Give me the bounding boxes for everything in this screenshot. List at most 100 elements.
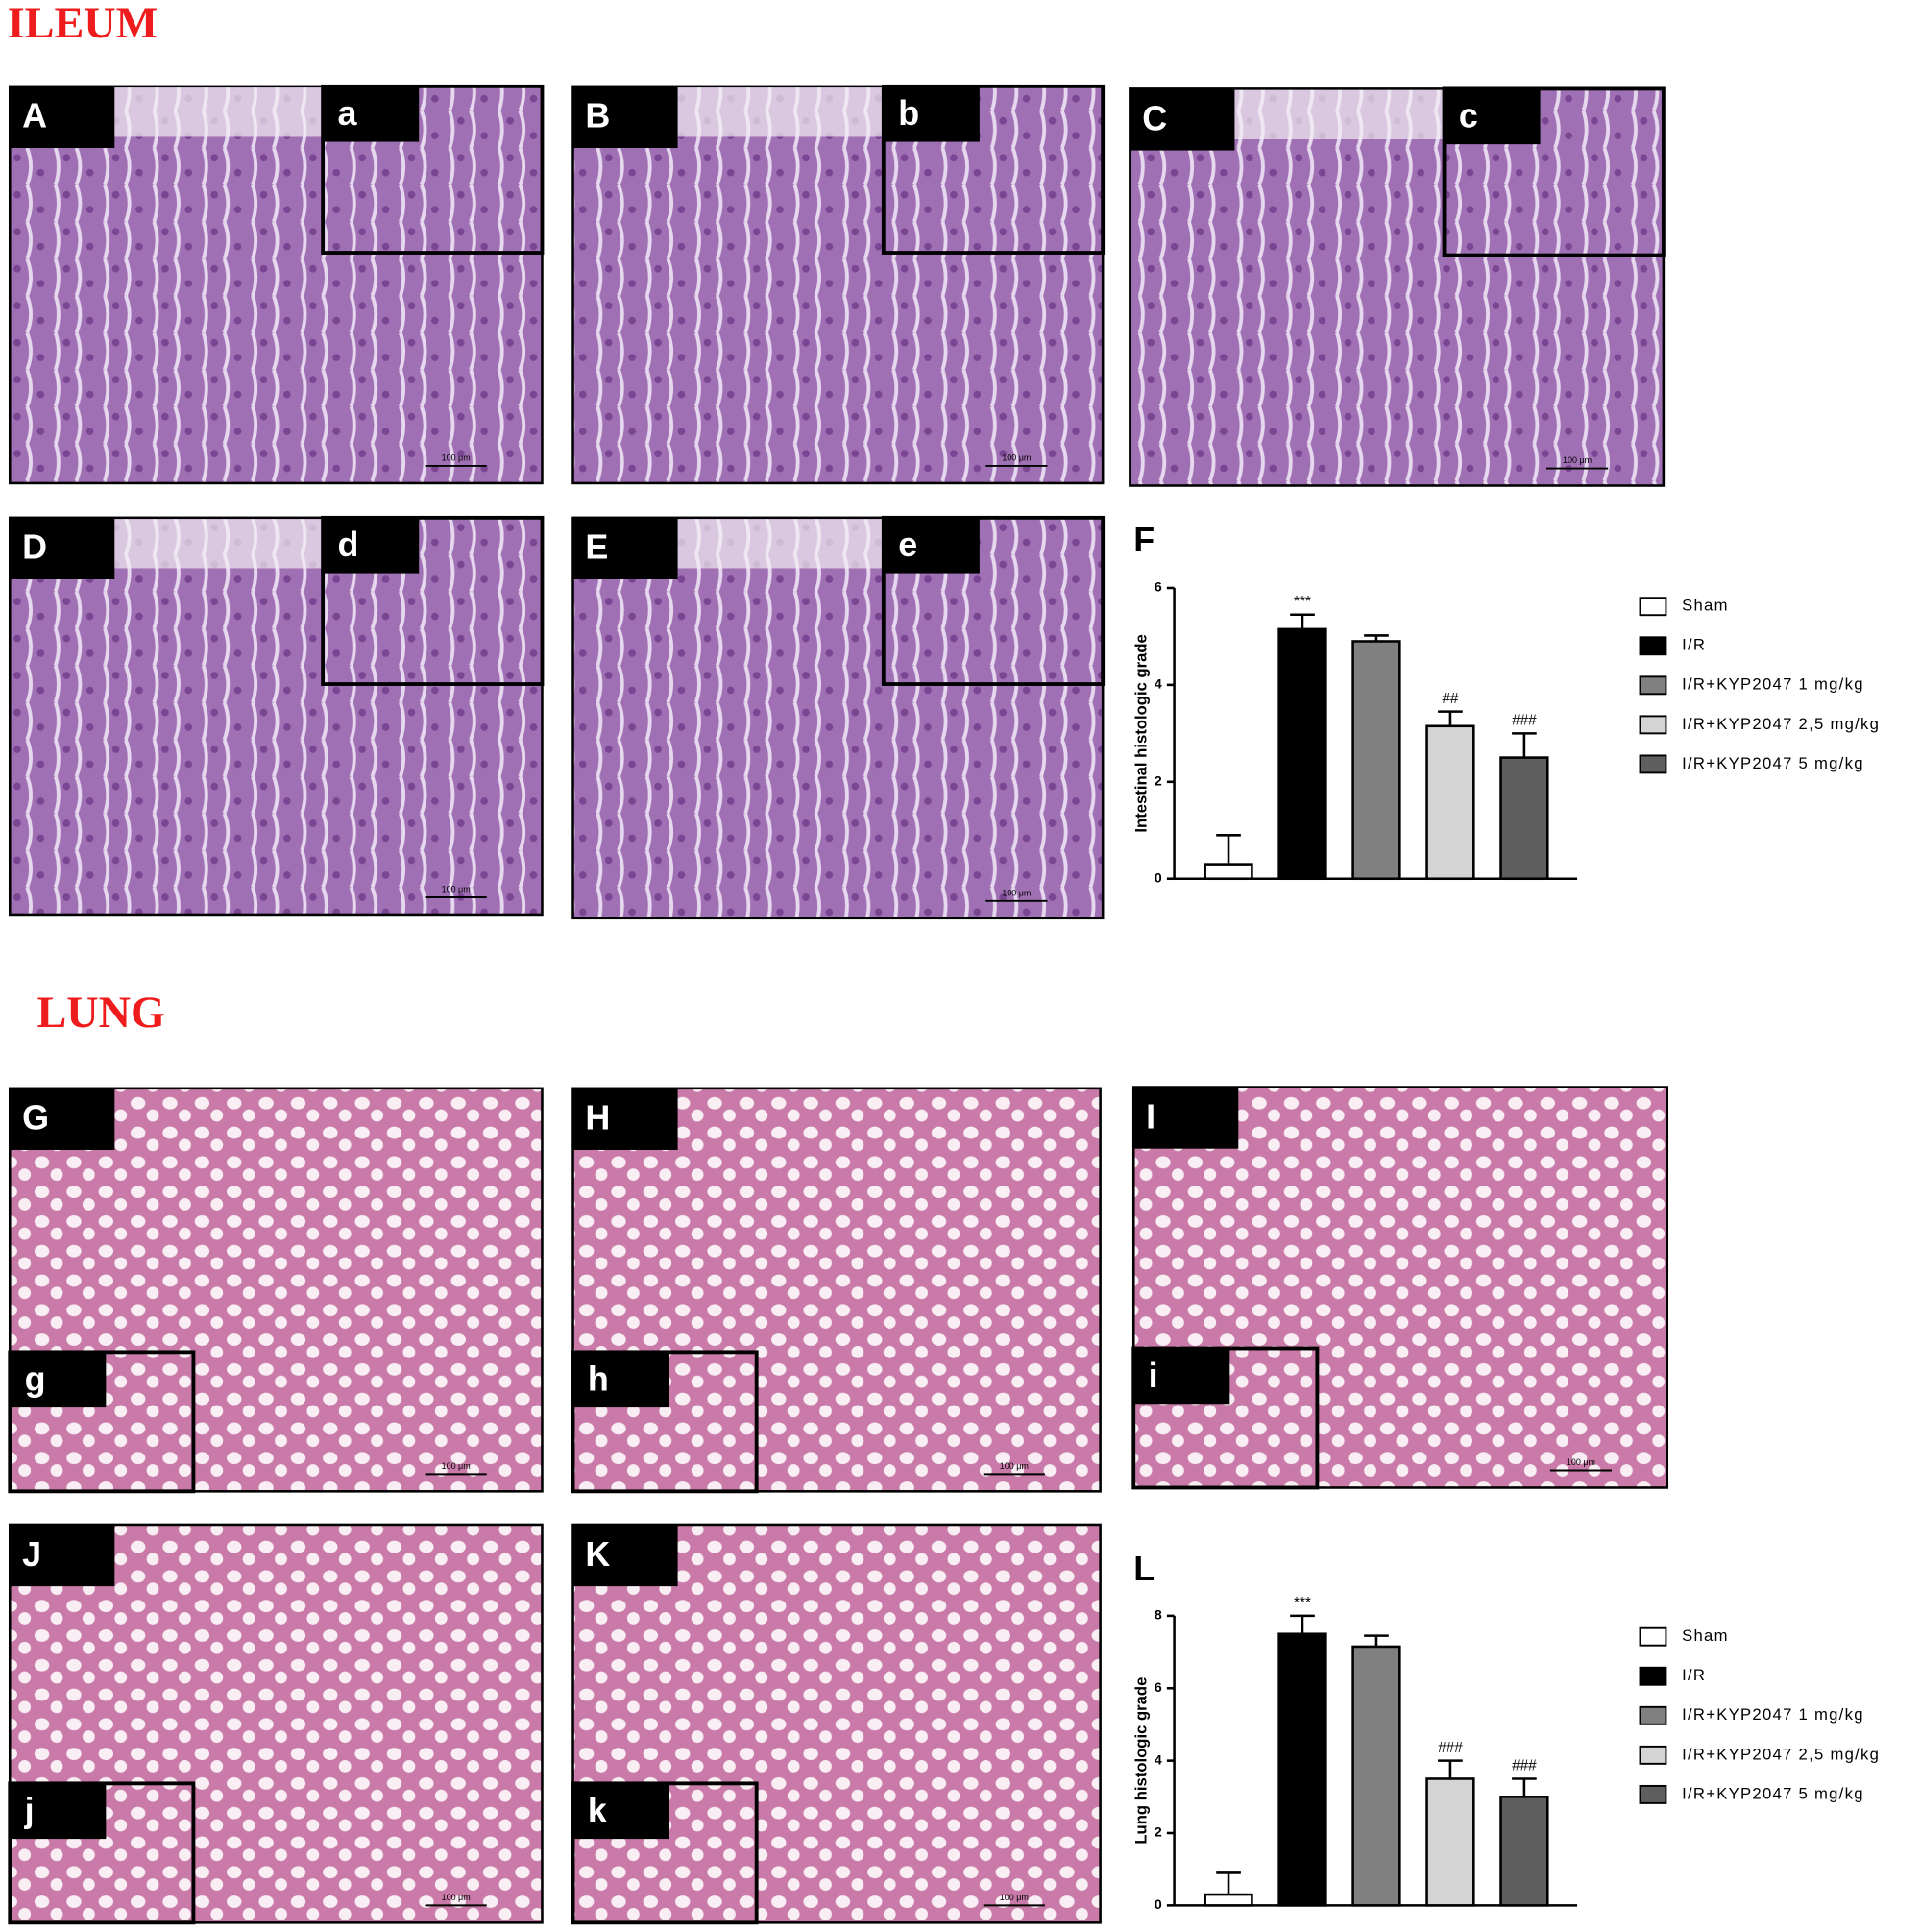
annotation: ### <box>1512 1758 1537 1774</box>
bar <box>1204 1893 1253 1907</box>
label-box <box>1444 88 1541 145</box>
panel-label: F <box>1133 520 1155 559</box>
label-box <box>10 1352 107 1408</box>
legend-label: I/R+KYP2047 2,5 mg/kg <box>1682 1745 1880 1763</box>
legend-swatch <box>1639 636 1667 656</box>
y-axis-label: Intestinal histologic grade <box>1132 634 1151 832</box>
label-box <box>10 1088 115 1150</box>
inset-label: c <box>1459 96 1478 135</box>
legend-swatch <box>1639 1666 1667 1686</box>
scale-label: 100 μm <box>442 885 471 894</box>
inset-label: h <box>588 1359 609 1399</box>
scale-label: 100 μm <box>1000 1893 1029 1902</box>
section-title: LUNG <box>36 988 164 1037</box>
legend-swatch <box>1639 1745 1667 1765</box>
label-box <box>10 517 115 579</box>
y-axis-label: Lung histologic grade <box>1132 1677 1151 1845</box>
panel-label: E <box>585 527 608 567</box>
annotation: *** <box>1294 594 1311 610</box>
label-box <box>323 86 420 142</box>
panel-label: B <box>585 96 610 135</box>
y-tick-label: 0 <box>1155 869 1162 885</box>
legend-label: I/R+KYP2047 5 mg/kg <box>1682 754 1864 772</box>
legend-label: I/R+KYP2047 5 mg/kg <box>1682 1784 1864 1802</box>
y-tick-label: 6 <box>1155 579 1162 595</box>
inset-label: g <box>25 1359 46 1399</box>
label-box <box>883 517 980 574</box>
panel-label: K <box>585 1534 610 1574</box>
inset-label: j <box>24 1791 35 1830</box>
panel-label: L <box>1133 1549 1155 1588</box>
legend-label: Sham <box>1682 1626 1729 1645</box>
legend-label: Sham <box>1682 597 1729 615</box>
label-box <box>10 86 115 148</box>
legend-label: I/R <box>1682 636 1706 654</box>
scale-label: 100 μm <box>1567 1457 1595 1467</box>
label-box <box>883 86 980 142</box>
bar <box>1499 756 1549 881</box>
bar <box>1499 1796 1549 1907</box>
scale-label: 100 μm <box>1000 1461 1029 1471</box>
label-box <box>10 1524 115 1587</box>
scale-label: 100 μm <box>1002 889 1031 898</box>
inset-label: i <box>1149 1356 1158 1395</box>
label-box <box>572 1783 669 1840</box>
panel-label: I <box>1146 1096 1155 1136</box>
inset <box>321 84 545 255</box>
inset-label: b <box>898 93 919 133</box>
annotation: ## <box>1442 691 1459 707</box>
scale-label: 100 μm <box>1563 455 1592 465</box>
section-title: ILEUM <box>8 0 158 47</box>
scale-label: 100 μm <box>442 1893 471 1902</box>
label-box <box>1130 88 1235 151</box>
label-box <box>1133 1087 1239 1149</box>
annotation: *** <box>1294 1595 1311 1611</box>
label-box <box>572 1524 678 1587</box>
legend-swatch <box>1639 754 1667 774</box>
panel-label: G <box>22 1098 49 1137</box>
y-tick-label: 2 <box>1155 1824 1162 1840</box>
y-tick-label: 4 <box>1155 676 1162 692</box>
legend-swatch <box>1639 597 1667 617</box>
bar <box>1351 1645 1401 1907</box>
legend-swatch <box>1639 1784 1667 1804</box>
panel-label: J <box>22 1534 41 1574</box>
legend-label: I/R+KYP2047 2,5 mg/kg <box>1682 715 1880 733</box>
scale-label: 100 μm <box>442 1461 471 1471</box>
inset-label: k <box>588 1791 607 1830</box>
bar <box>1277 627 1327 881</box>
legend-swatch <box>1639 715 1667 735</box>
bar <box>1204 863 1253 881</box>
legend-swatch <box>1639 1705 1667 1725</box>
label-box <box>572 1352 669 1408</box>
panel-label: A <box>22 96 47 135</box>
bar <box>1351 640 1401 881</box>
inset-label: e <box>898 525 917 564</box>
label-box <box>323 517 420 574</box>
y-tick-label: 6 <box>1155 1679 1162 1695</box>
scale-label: 100 μm <box>442 453 471 463</box>
legend-label: I/R+KYP2047 1 mg/kg <box>1682 1705 1864 1724</box>
label-box <box>1133 1348 1230 1405</box>
bar <box>1425 724 1475 881</box>
panel-label: D <box>22 527 47 567</box>
label-box <box>10 1783 107 1840</box>
legend-label: I/R+KYP2047 1 mg/kg <box>1682 675 1864 694</box>
label-box <box>572 517 678 579</box>
y-tick-label: 0 <box>1155 1896 1162 1912</box>
label-box <box>572 1088 678 1150</box>
annotation: ### <box>1438 1740 1463 1756</box>
bar <box>1277 1632 1327 1907</box>
legend-label: I/R <box>1682 1666 1706 1684</box>
panel-label: H <box>585 1098 610 1137</box>
scale-label: 100 μm <box>1002 453 1031 463</box>
legend-swatch <box>1639 675 1667 696</box>
y-tick-label: 2 <box>1155 773 1162 789</box>
inset-label: d <box>338 525 359 564</box>
inset-label: a <box>338 93 358 133</box>
label-box <box>572 86 678 148</box>
y-tick-label: 4 <box>1155 1751 1162 1767</box>
annotation: ### <box>1512 713 1537 729</box>
y-tick-label: 8 <box>1155 1607 1162 1623</box>
